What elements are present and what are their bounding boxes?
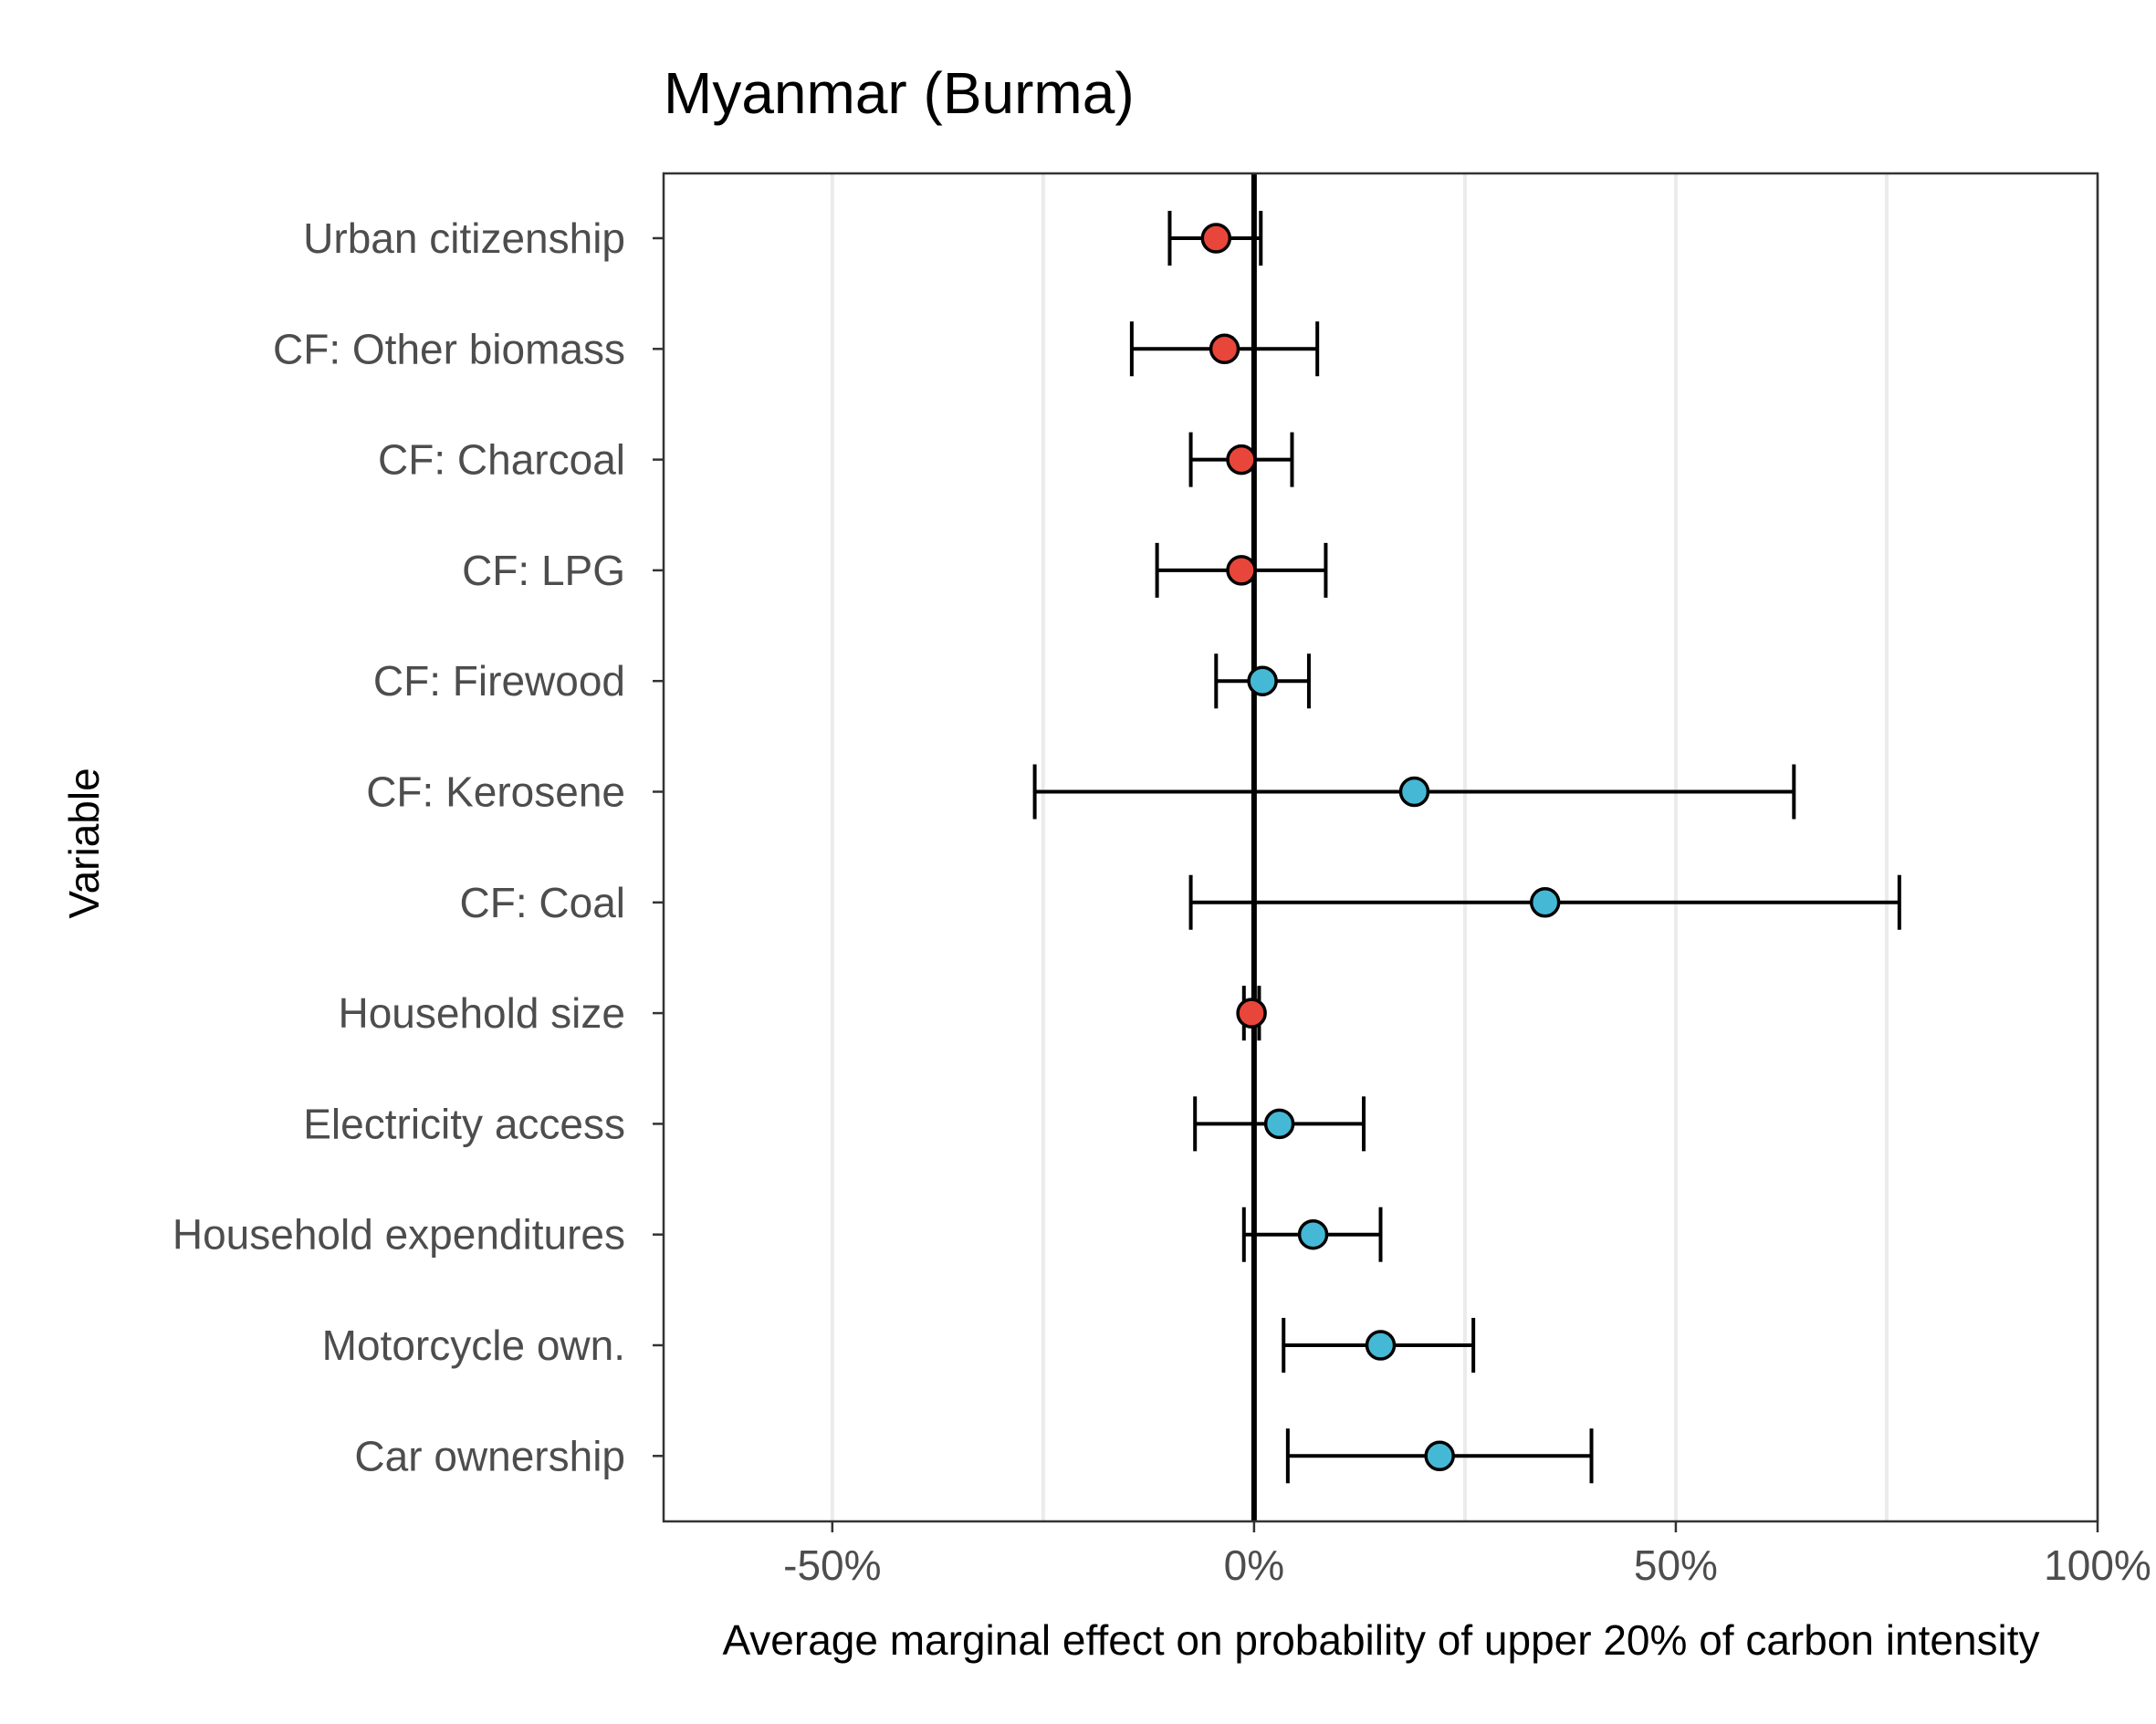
- point-estimate: [1424, 1440, 1455, 1472]
- y-tick-label: CF: Kerosene: [366, 768, 625, 816]
- x-axis-title: Average marginal effect on probability o…: [722, 1616, 2039, 1664]
- error-bars: [1032, 211, 1901, 1484]
- x-tick-label: -50%: [783, 1541, 881, 1589]
- point-estimate: [1209, 333, 1240, 365]
- y-tick-label: CF: Coal: [460, 879, 625, 926]
- y-tick-label: Household expenditures: [173, 1211, 625, 1259]
- point-estimate: [1200, 223, 1232, 254]
- gridlines: [830, 173, 2099, 1521]
- y-tick-label: CF: Charcoal: [378, 436, 625, 484]
- point-estimate: [1529, 887, 1561, 918]
- y-axis-title: Variable: [60, 768, 108, 918]
- y-tick-label: Car ownership: [354, 1432, 625, 1479]
- x-tick-label: 100%: [2044, 1541, 2151, 1589]
- point-estimates: [1200, 223, 1561, 1472]
- y-tick-label: CF: LPG: [462, 547, 625, 594]
- point-estimate: [1247, 665, 1278, 696]
- x-tick-label: 50%: [1634, 1541, 1718, 1589]
- point-estimate: [1226, 444, 1257, 475]
- point-estimate: [1226, 555, 1257, 586]
- y-axis: Urban citizenship CF: Other biomass CF: Ch…: [173, 214, 664, 1479]
- y-tick-label: CF: Other biomass: [273, 325, 625, 372]
- point-estimate: [1236, 998, 1267, 1029]
- point-estimate: [1365, 1330, 1397, 1361]
- point-estimate: [1297, 1218, 1329, 1250]
- y-tick-label: Household size: [338, 989, 625, 1037]
- point-estimate: [1398, 776, 1430, 808]
- x-axis: -50% 0% 50% 100%: [783, 1521, 2151, 1589]
- plot-panel-border: [662, 172, 2099, 1523]
- y-tick-label: Urban citizenship: [303, 214, 625, 262]
- y-tick-label: Electricity access: [303, 1100, 625, 1147]
- x-tick-label: 0%: [1224, 1541, 1284, 1589]
- chart-title: Myanmar (Burma): [664, 60, 1135, 126]
- point-estimate: [1263, 1108, 1295, 1140]
- y-tick-label: Motorcycle own.: [322, 1322, 625, 1369]
- y-tick-label: CF: Firewood: [373, 657, 625, 705]
